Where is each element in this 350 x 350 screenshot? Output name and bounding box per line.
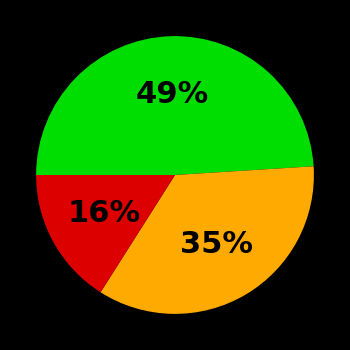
Wedge shape bbox=[100, 166, 314, 314]
Text: 16%: 16% bbox=[68, 199, 141, 228]
Wedge shape bbox=[36, 175, 175, 292]
Text: 49%: 49% bbox=[136, 80, 209, 109]
Wedge shape bbox=[36, 36, 314, 175]
Text: 35%: 35% bbox=[180, 230, 252, 259]
